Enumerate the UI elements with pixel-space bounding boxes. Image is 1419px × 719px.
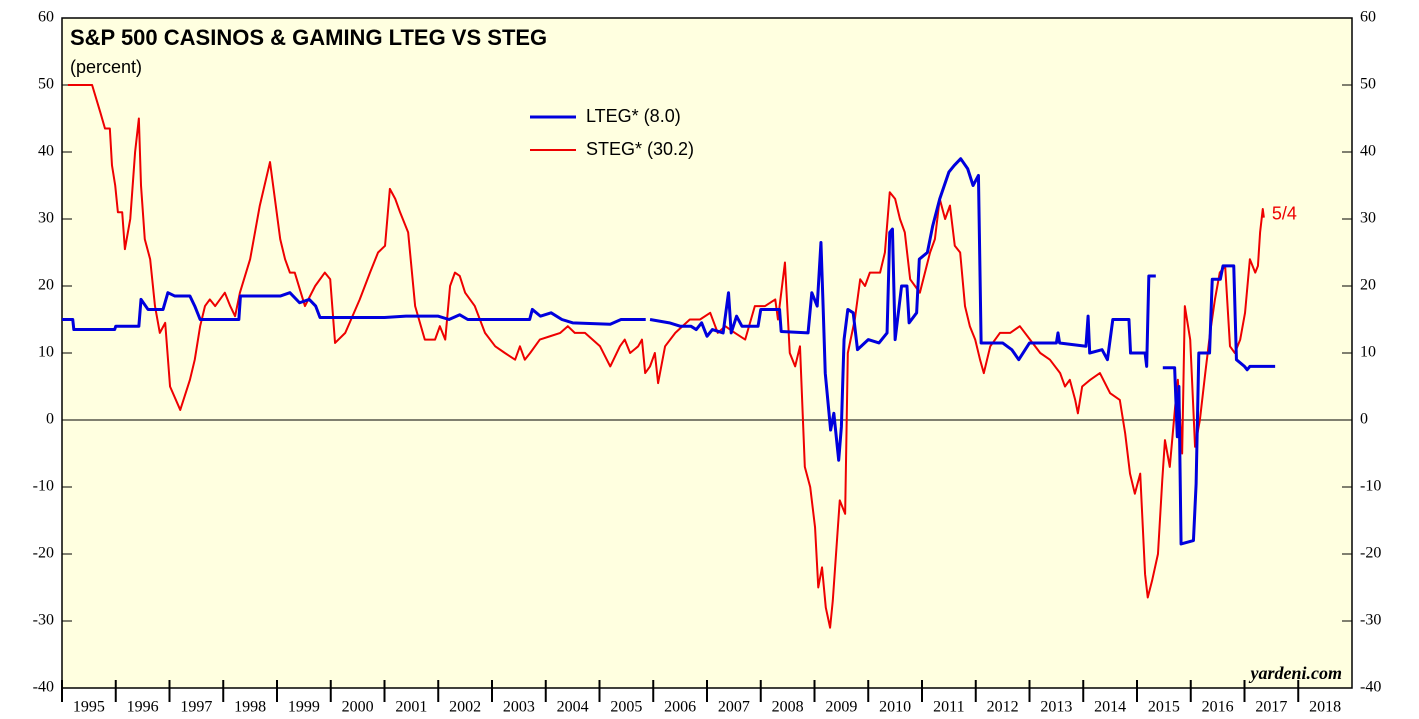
y2-tick-label: 50 [1360,76,1376,93]
x-tick-label: 2018 [1309,699,1341,716]
chart-title: S&P 500 CASINOS & GAMING LTEG VS STEG [70,25,547,50]
y2-tick-label: -10 [1360,478,1381,495]
legend-label: STEG* (30.2) [586,139,694,159]
x-tick-label: 2005 [610,699,642,716]
x-tick-label: 2004 [557,699,589,716]
x-tick-label: 2011 [933,699,964,716]
y2-tick-label: 40 [1360,143,1376,160]
x-tick-label: 2013 [1040,699,1072,716]
x-tick-label: 2014 [1094,699,1126,716]
x-tick-label: 2008 [772,699,804,716]
chart-subtitle: (percent) [70,57,142,77]
y2-tick-label: -30 [1360,612,1381,629]
y-tick-label: 60 [38,9,54,26]
y-tick-label: -30 [33,612,54,629]
series-line [62,157,1276,546]
x-tick-label: 2010 [879,699,911,716]
x-tick-label: 2009 [825,699,857,716]
x-tick-label: 2016 [1202,699,1234,716]
y-tick-label: -20 [33,545,54,562]
y2-tick-label: -40 [1360,679,1381,696]
y-tick-label: -10 [33,478,54,495]
y2-tick-label: -20 [1360,545,1381,562]
y-tick-label: 40 [38,143,54,160]
plot-area [61,17,1353,689]
x-tick-label: 2007 [718,699,750,716]
x-tick-label: 2015 [1148,699,1180,716]
x-tick-label: 2000 [342,699,374,716]
y2-tick-label: 0 [1360,411,1368,428]
source-label: yardeni.com [1249,663,1343,683]
x-tick-label: 1999 [288,699,320,716]
x-tick-label: 2006 [664,699,696,716]
y2-tick-label: 20 [1360,277,1376,294]
y-tick-label: 50 [38,76,54,93]
y-tick-label: 10 [38,344,54,361]
x-tick-label: 2002 [449,699,481,716]
x-tick-label: 1996 [127,699,159,716]
x-tick-label: 1995 [73,699,105,716]
x-tick-label: 1997 [180,699,212,716]
x-tick-label: 2012 [987,699,1019,716]
y-tick-label: 20 [38,277,54,294]
y-tick-label: -40 [33,679,54,696]
x-tick-label: 1998 [234,699,266,716]
y-tick-label: 30 [38,210,54,227]
x-tick-label: 2001 [395,699,427,716]
series-line [67,84,1265,629]
y-tick-label: 0 [46,411,54,428]
x-tick-label: 2003 [503,699,535,716]
annotation: 5/4 [1272,203,1297,223]
legend-label: LTEG* (8.0) [586,106,681,126]
x-tick-label: 2017 [1255,699,1287,716]
y2-tick-label: 30 [1360,210,1376,227]
y2-tick-label: 60 [1360,9,1376,26]
y2-tick-label: 10 [1360,344,1376,361]
